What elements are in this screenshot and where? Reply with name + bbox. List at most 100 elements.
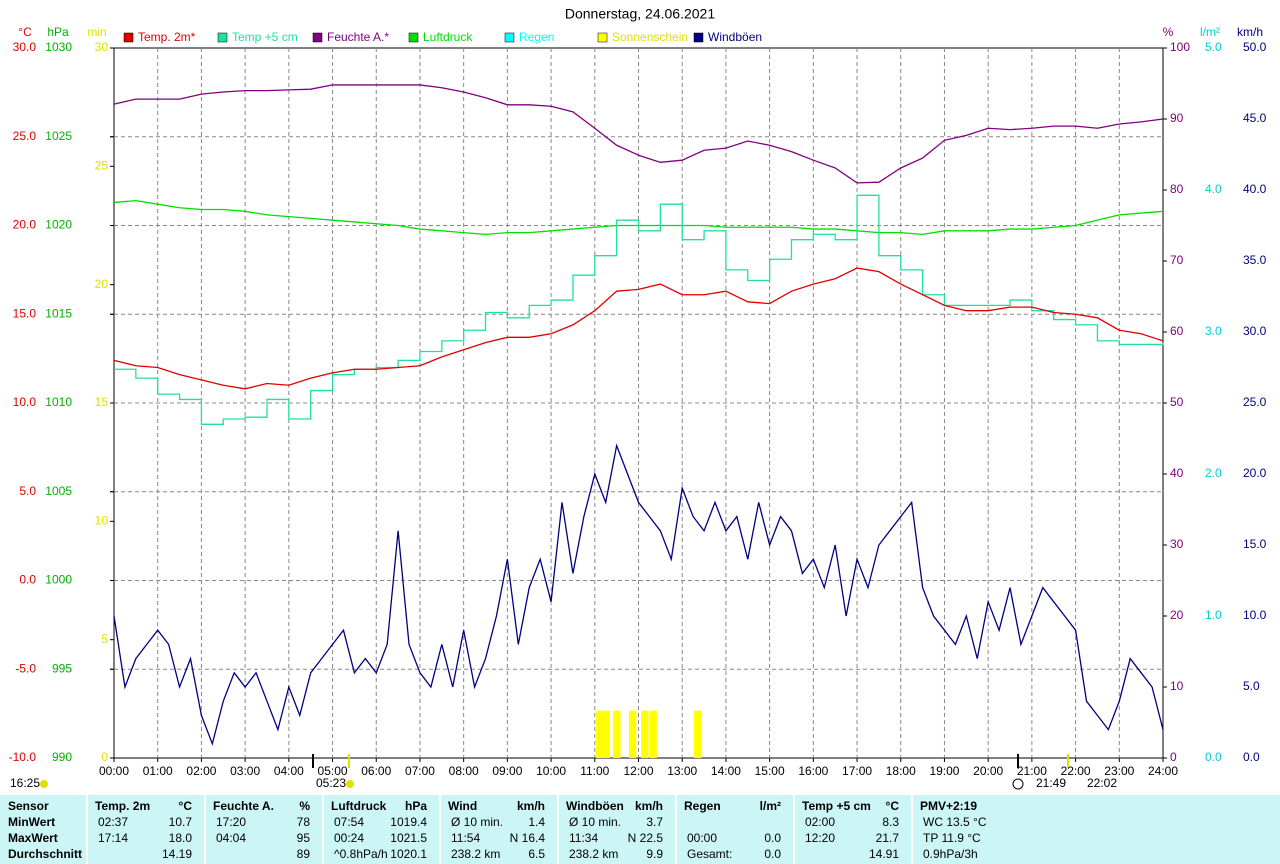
cell-label: 11:54 — [451, 831, 481, 845]
x-tick-label: 05:00 — [318, 764, 348, 778]
column-unit: °C — [885, 799, 899, 813]
cell-value: 9.9 — [646, 847, 663, 861]
y-tick-label: 5.0 — [1243, 679, 1260, 693]
x-tick-label: 08:00 — [449, 764, 479, 778]
cell-value: 1021.5 — [390, 831, 427, 845]
sun-icon — [40, 780, 48, 788]
x-tick-label: 12:00 — [623, 764, 653, 778]
row-label: MaxWert — [8, 831, 58, 845]
y-tick-label: 15 — [95, 395, 109, 409]
cell-value: 78 — [296, 815, 310, 829]
cell-value: 21.7 — [875, 831, 899, 845]
legend-swatch — [408, 32, 419, 43]
column-unit: % — [299, 799, 310, 813]
chart-title: Donnerstag, 24.06.2021 — [565, 6, 715, 22]
y-tick-label: 2.0 — [1205, 466, 1222, 480]
x-tick-label: 17:00 — [842, 764, 872, 778]
y-tick-label: 30.0 — [1243, 324, 1267, 338]
x-tick-label: 15:00 — [755, 764, 785, 778]
y-tick-label: 30 — [1170, 537, 1184, 551]
bar — [694, 710, 702, 758]
cell-label: 11:34 — [569, 831, 599, 845]
cell-label: 17:20 — [216, 815, 247, 829]
column-header: PMV+2:19 — [920, 799, 978, 813]
column-separator — [322, 795, 324, 864]
annotation: 22:02 — [1087, 776, 1117, 790]
moon-icon — [1012, 778, 1024, 790]
column-unit: km/h — [634, 799, 663, 813]
cell-value: 8.3 — [882, 815, 899, 829]
y-tick-label: 1.0 — [1205, 608, 1222, 622]
column-unit: km/h — [516, 799, 545, 813]
bar — [613, 710, 621, 758]
axis-title: °C — [18, 25, 32, 39]
cell-value: 0.0 — [764, 847, 781, 861]
cell-value: 0.0 — [764, 831, 781, 845]
column-separator — [86, 795, 88, 864]
x-tick-label: 20:00 — [973, 764, 1003, 778]
legend-label: Luftdruck — [423, 30, 473, 44]
series-line — [113, 84, 1164, 184]
column-separator — [793, 795, 795, 864]
y-tick-label: 20.0 — [1243, 466, 1267, 480]
y-tick-label: 10.0 — [13, 395, 37, 409]
y-tick-label: -5.0 — [15, 661, 36, 675]
bar — [628, 710, 637, 758]
x-tick-label: 01:00 — [143, 764, 173, 778]
chart: Donnerstag, 24.06.2021 °C30.025.020.015.… — [9, 6, 1267, 790]
y-tick-label: 50.0 — [1243, 40, 1267, 54]
y-tick-label: 70 — [1170, 253, 1184, 267]
cell-label: Gesamt: — [687, 847, 733, 861]
cell-label: 02:00 — [805, 815, 836, 829]
legend-swatch — [597, 32, 608, 43]
y-tick-label: 1030 — [45, 40, 72, 54]
column-header: Luftdruck — [331, 799, 387, 813]
y-tick-label: 0.0 — [1243, 750, 1260, 764]
y-tick-label: 1020 — [45, 218, 72, 232]
cell-label: 238.2 km — [451, 847, 501, 861]
y-tick-label: 995 — [52, 661, 72, 675]
column-header: Windböen — [566, 799, 624, 813]
axis-title: hPa — [47, 25, 69, 39]
y-tick-label: 50 — [1170, 395, 1184, 409]
cell-label: 04:04 — [216, 831, 247, 845]
x-tick-label: 24:00 — [1148, 764, 1178, 778]
cell-value: 14.91 — [868, 847, 899, 861]
cell-value: 89 — [296, 847, 310, 861]
legend-swatch — [217, 32, 228, 43]
cell-label: 0.9hPa/3h — [923, 847, 978, 861]
row-label: Sensor — [8, 799, 49, 813]
x-tick-label: 06:00 — [361, 764, 391, 778]
y-tick-label: 20 — [95, 277, 109, 291]
y-tick-label: 40 — [1170, 466, 1184, 480]
axis-title: l/m² — [1200, 25, 1220, 39]
cell-label: 12:20 — [805, 831, 836, 845]
column-separator — [557, 795, 559, 864]
axis-title: km/h — [1237, 25, 1263, 39]
x-tick-label: 14:00 — [711, 764, 741, 778]
y-tick-label: 35.0 — [1243, 253, 1267, 267]
bar — [602, 710, 611, 758]
y-tick-label: 20.0 — [13, 218, 37, 232]
cell-value: 95 — [296, 831, 310, 845]
cell-value: 1020.1 — [390, 847, 427, 861]
x-tick-label: 19:00 — [929, 764, 959, 778]
cell-label: 02:37 — [98, 815, 129, 829]
cell-label: Ø 10 min. — [451, 815, 504, 829]
cell-value: 14.19 — [161, 847, 192, 861]
y-tick-label: 25.0 — [1243, 395, 1267, 409]
y-tick-label: 10.0 — [1243, 608, 1267, 622]
cell-value: 3.7 — [646, 815, 663, 829]
annotation: 21:49 — [1036, 776, 1066, 790]
column-separator — [911, 795, 913, 864]
cell-label: 07:54 — [334, 815, 365, 829]
cell-value: 10.7 — [168, 815, 192, 829]
y-tick-label: 20 — [1170, 608, 1184, 622]
y-tick-label: 5.0 — [1205, 40, 1222, 54]
legend-label: Sonnenschein — [612, 30, 688, 44]
cell-label: 00:24 — [334, 831, 365, 845]
cell-label: ^0.8hPa/h — [334, 847, 388, 861]
column-separator — [204, 795, 206, 864]
x-tick-label: 18:00 — [886, 764, 916, 778]
